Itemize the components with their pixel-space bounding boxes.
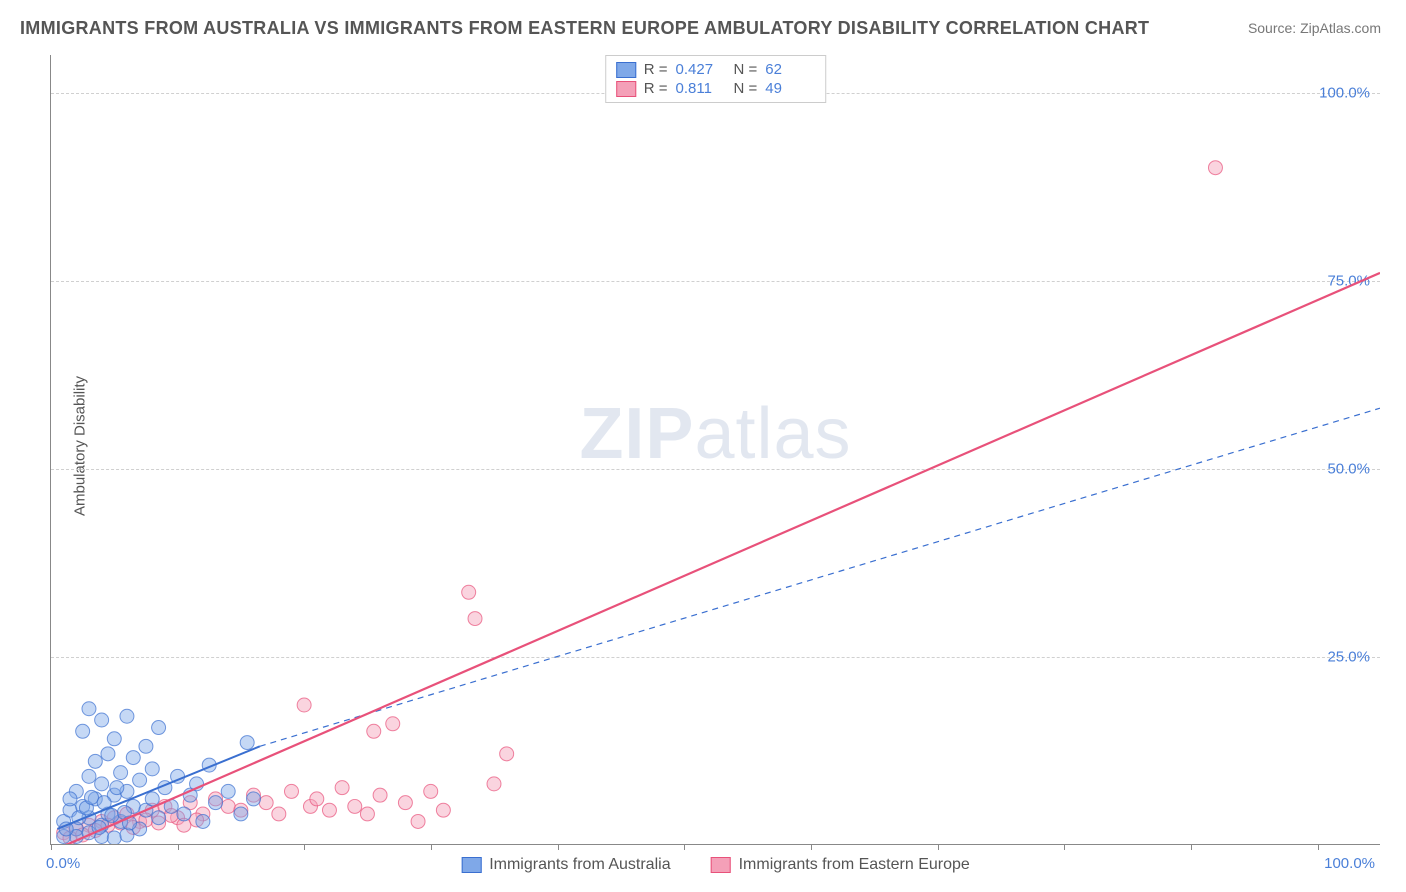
source-label: Source: ZipAtlas.com bbox=[1248, 20, 1381, 36]
legend-item-2: Immigrants from Eastern Europe bbox=[711, 856, 970, 874]
xtick-right: 100.0% bbox=[1324, 855, 1375, 872]
data-point bbox=[487, 777, 501, 791]
data-point bbox=[284, 784, 298, 798]
xtick-mark bbox=[1191, 844, 1192, 850]
data-point bbox=[139, 739, 153, 753]
legend-item-1: Immigrants from Australia bbox=[461, 856, 670, 874]
xtick-mark bbox=[1064, 844, 1065, 850]
data-point bbox=[76, 724, 90, 738]
legend-stats-row-2: R = 0.811 N = 49 bbox=[616, 79, 816, 98]
data-point bbox=[133, 773, 147, 787]
data-point bbox=[196, 814, 210, 828]
data-point bbox=[107, 732, 121, 746]
data-point bbox=[209, 796, 223, 810]
data-point bbox=[101, 747, 115, 761]
plot-area: ZIPatlas R = 0.427 N = 62 R = 0.811 N = … bbox=[50, 55, 1380, 845]
n-label: N = bbox=[734, 61, 758, 78]
n-label: N = bbox=[734, 80, 758, 97]
data-point bbox=[373, 788, 387, 802]
data-point bbox=[114, 766, 128, 780]
data-point bbox=[398, 796, 412, 810]
data-point bbox=[234, 807, 248, 821]
legend-swatch-pink-icon bbox=[711, 857, 731, 873]
data-point bbox=[436, 803, 450, 817]
legend-bottom: Immigrants from Australia Immigrants fro… bbox=[461, 856, 970, 874]
data-point bbox=[120, 828, 134, 842]
data-point bbox=[82, 769, 96, 783]
data-point bbox=[297, 698, 311, 712]
data-point bbox=[335, 781, 349, 795]
legend-swatch-blue bbox=[616, 62, 636, 78]
legend-stats-row-1: R = 0.427 N = 62 bbox=[616, 60, 816, 79]
data-point bbox=[247, 792, 261, 806]
xtick-left: 0.0% bbox=[46, 855, 80, 872]
xtick-mark bbox=[1318, 844, 1319, 850]
xtick-mark bbox=[51, 844, 52, 850]
data-point bbox=[107, 831, 121, 844]
data-point bbox=[221, 784, 235, 798]
r-label: R = bbox=[644, 61, 668, 78]
r-value-1: 0.427 bbox=[676, 61, 726, 78]
data-point bbox=[360, 807, 374, 821]
xtick-mark bbox=[431, 844, 432, 850]
data-point bbox=[272, 807, 286, 821]
trend-line bbox=[51, 273, 1380, 844]
chart-title: IMMIGRANTS FROM AUSTRALIA VS IMMIGRANTS … bbox=[20, 18, 1149, 39]
trend-line-extended bbox=[260, 408, 1380, 746]
data-point bbox=[386, 717, 400, 731]
data-point bbox=[105, 808, 119, 822]
xtick-mark bbox=[938, 844, 939, 850]
r-label: R = bbox=[644, 80, 668, 97]
data-point bbox=[1208, 161, 1222, 175]
data-point bbox=[468, 612, 482, 626]
data-point bbox=[240, 736, 254, 750]
data-point bbox=[462, 585, 476, 599]
data-point bbox=[177, 807, 191, 821]
chart-svg bbox=[51, 55, 1380, 844]
legend-stats: R = 0.427 N = 62 R = 0.811 N = 49 bbox=[605, 55, 827, 103]
data-point bbox=[88, 754, 102, 768]
data-point bbox=[120, 709, 134, 723]
data-point bbox=[145, 762, 159, 776]
data-point bbox=[95, 777, 109, 791]
legend-label-2: Immigrants from Eastern Europe bbox=[739, 856, 970, 874]
n-value-2: 49 bbox=[765, 80, 815, 97]
xtick-mark bbox=[811, 844, 812, 850]
data-point bbox=[259, 796, 273, 810]
data-point bbox=[152, 721, 166, 735]
data-point bbox=[348, 799, 362, 813]
xtick-mark bbox=[178, 844, 179, 850]
data-point bbox=[85, 790, 99, 804]
legend-swatch-pink bbox=[616, 81, 636, 97]
data-point bbox=[367, 724, 381, 738]
data-point bbox=[500, 747, 514, 761]
data-point bbox=[82, 702, 96, 716]
xtick-mark bbox=[684, 844, 685, 850]
data-point bbox=[126, 751, 140, 765]
data-point bbox=[145, 792, 159, 806]
data-point bbox=[95, 713, 109, 727]
xtick-mark bbox=[558, 844, 559, 850]
data-point bbox=[63, 792, 77, 806]
legend-swatch-blue-icon bbox=[461, 857, 481, 873]
data-point bbox=[110, 781, 124, 795]
data-point bbox=[424, 784, 438, 798]
data-point bbox=[322, 803, 336, 817]
xtick-mark bbox=[304, 844, 305, 850]
n-value-1: 62 bbox=[765, 61, 815, 78]
data-point bbox=[411, 814, 425, 828]
data-point bbox=[152, 811, 166, 825]
data-point bbox=[221, 799, 235, 813]
r-value-2: 0.811 bbox=[676, 80, 726, 97]
legend-label-1: Immigrants from Australia bbox=[489, 856, 670, 874]
data-point bbox=[310, 792, 324, 806]
